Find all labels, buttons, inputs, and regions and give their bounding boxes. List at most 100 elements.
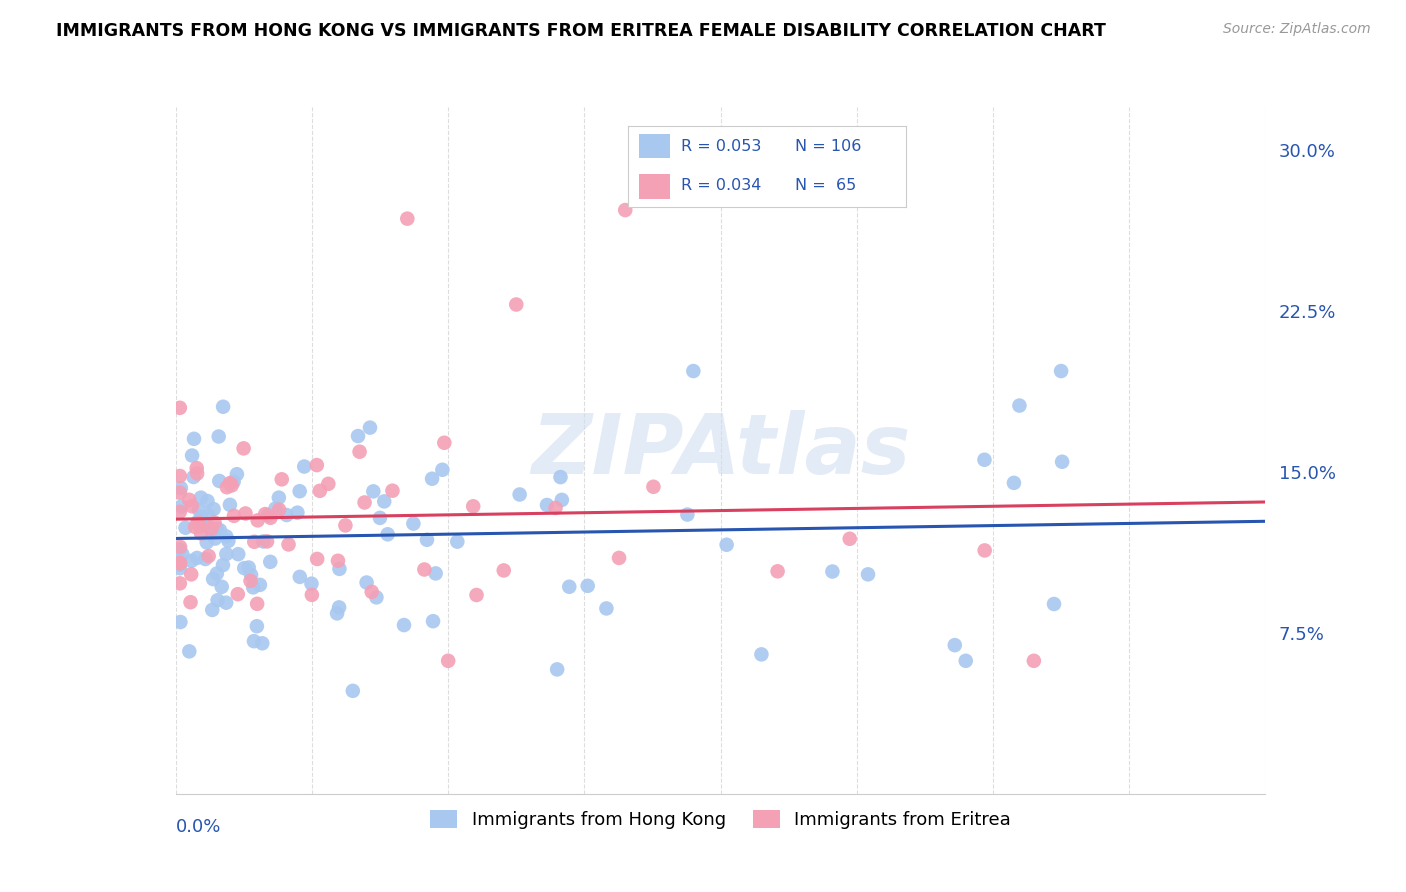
Point	[492, 563, 515, 577]
Point	[219, 476, 242, 491]
Point	[308, 483, 330, 498]
Point	[422, 614, 444, 628]
Point	[381, 483, 404, 498]
Point	[202, 572, 225, 586]
Point	[242, 580, 264, 594]
Point	[509, 487, 531, 501]
Point	[202, 502, 225, 516]
Point	[186, 551, 208, 566]
Point	[170, 500, 193, 514]
Point	[254, 507, 277, 521]
Point	[943, 638, 966, 652]
Point	[239, 574, 262, 588]
Point	[544, 500, 567, 515]
Point	[215, 480, 238, 494]
Point	[838, 532, 860, 546]
Point	[416, 533, 439, 547]
Point	[437, 654, 460, 668]
Point	[222, 475, 245, 489]
Point	[180, 567, 202, 582]
Point	[169, 558, 191, 572]
Point	[287, 506, 309, 520]
Point	[359, 420, 381, 434]
Point	[226, 547, 249, 561]
Point	[246, 513, 269, 527]
Point	[264, 501, 287, 516]
Point	[256, 508, 278, 523]
Point	[288, 570, 311, 584]
Point	[208, 523, 231, 537]
Point	[342, 683, 364, 698]
Point	[363, 484, 385, 499]
Point	[180, 554, 202, 568]
Point	[215, 596, 238, 610]
Point	[195, 518, 218, 533]
Point	[188, 516, 211, 530]
Point	[716, 538, 738, 552]
Point	[256, 534, 278, 549]
Point	[204, 516, 226, 530]
Point	[179, 644, 201, 658]
Point	[328, 562, 350, 576]
Text: Source: ZipAtlas.com: Source: ZipAtlas.com	[1223, 22, 1371, 37]
Text: 0.0%: 0.0%	[176, 818, 221, 836]
Point	[186, 461, 208, 475]
Point	[195, 535, 218, 549]
Point	[172, 547, 194, 561]
Point	[259, 555, 281, 569]
Point	[252, 534, 274, 549]
Point	[392, 618, 415, 632]
Point	[169, 556, 191, 570]
Point	[183, 432, 205, 446]
Point	[269, 502, 291, 516]
Point	[200, 522, 222, 536]
Point	[169, 576, 191, 591]
Point	[212, 400, 235, 414]
Point	[219, 498, 242, 512]
Point	[190, 491, 212, 505]
Point	[347, 429, 370, 443]
Point	[318, 476, 340, 491]
Point	[197, 508, 219, 523]
Point	[238, 560, 260, 574]
Point	[243, 634, 266, 648]
Point	[187, 503, 209, 517]
Point	[183, 470, 205, 484]
Point	[349, 444, 371, 458]
Point	[204, 532, 226, 546]
Point	[353, 495, 375, 509]
Text: ZIPAtlas: ZIPAtlas	[531, 410, 910, 491]
Point	[217, 533, 239, 548]
Point	[536, 498, 558, 512]
Point	[169, 540, 191, 554]
Point	[190, 526, 212, 541]
Point	[402, 516, 425, 531]
Point	[179, 492, 201, 507]
Point	[270, 472, 292, 486]
Point	[360, 584, 382, 599]
Point	[186, 467, 208, 481]
Point	[955, 654, 977, 668]
Point	[1008, 399, 1031, 413]
Point	[169, 505, 191, 519]
Point	[856, 567, 879, 582]
Point	[973, 452, 995, 467]
Point	[328, 600, 350, 615]
Point	[187, 515, 209, 529]
Point	[277, 537, 299, 551]
Point	[276, 508, 298, 522]
Point	[305, 458, 328, 472]
Point	[169, 542, 191, 557]
Point	[751, 648, 773, 662]
Point	[225, 467, 247, 482]
Point	[335, 518, 357, 533]
Point	[267, 491, 290, 505]
Point	[170, 481, 193, 495]
Point	[205, 522, 228, 536]
Point	[301, 588, 323, 602]
Point	[595, 601, 617, 615]
Point	[194, 552, 217, 566]
Point	[226, 587, 249, 601]
Point	[446, 534, 468, 549]
Point	[201, 525, 224, 540]
